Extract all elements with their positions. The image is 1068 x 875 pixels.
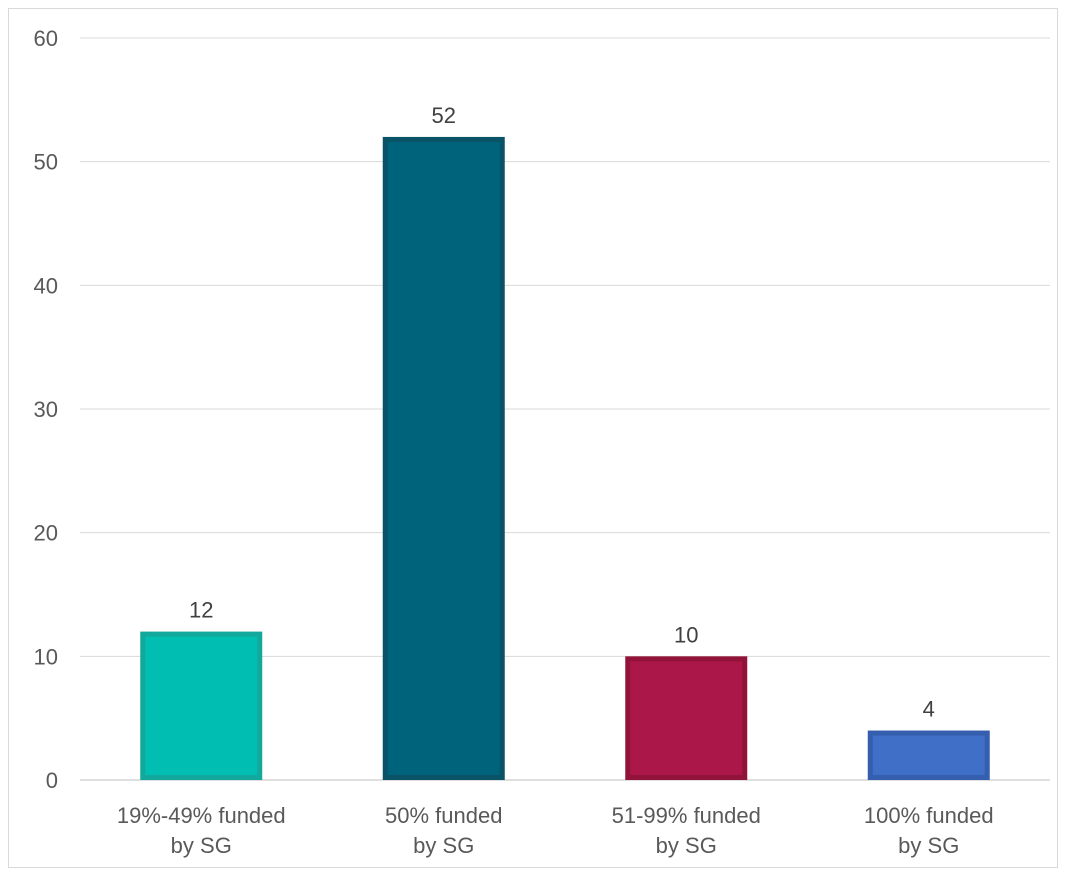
data-label: 12 [189,598,213,623]
data-label: 4 [923,697,935,722]
bar [867,730,990,780]
y-tick-label: 10 [34,644,58,669]
y-tick-label: 50 [34,150,58,175]
y-tick-label: 20 [34,521,58,546]
data-label: 10 [674,622,698,647]
x-tick-label: by SG [656,833,717,858]
bar [140,631,263,780]
x-tick-label: by SG [898,833,959,858]
y-tick-label: 30 [34,397,58,422]
x-tick-label: 100% funded [864,803,994,828]
x-tick-label: by SG [413,833,474,858]
y-tick-label: 40 [34,273,58,298]
y-tick-label: 0 [46,768,58,793]
x-tick-label: 19%-49% funded [117,803,286,828]
x-tick-label: by SG [171,833,232,858]
data-label: 52 [432,103,456,128]
x-tick-label: 51-99% funded [612,803,761,828]
y-tick-label: 60 [34,26,58,51]
bar [382,136,505,780]
bar [625,656,748,780]
x-tick-label: 50% funded [385,803,502,828]
